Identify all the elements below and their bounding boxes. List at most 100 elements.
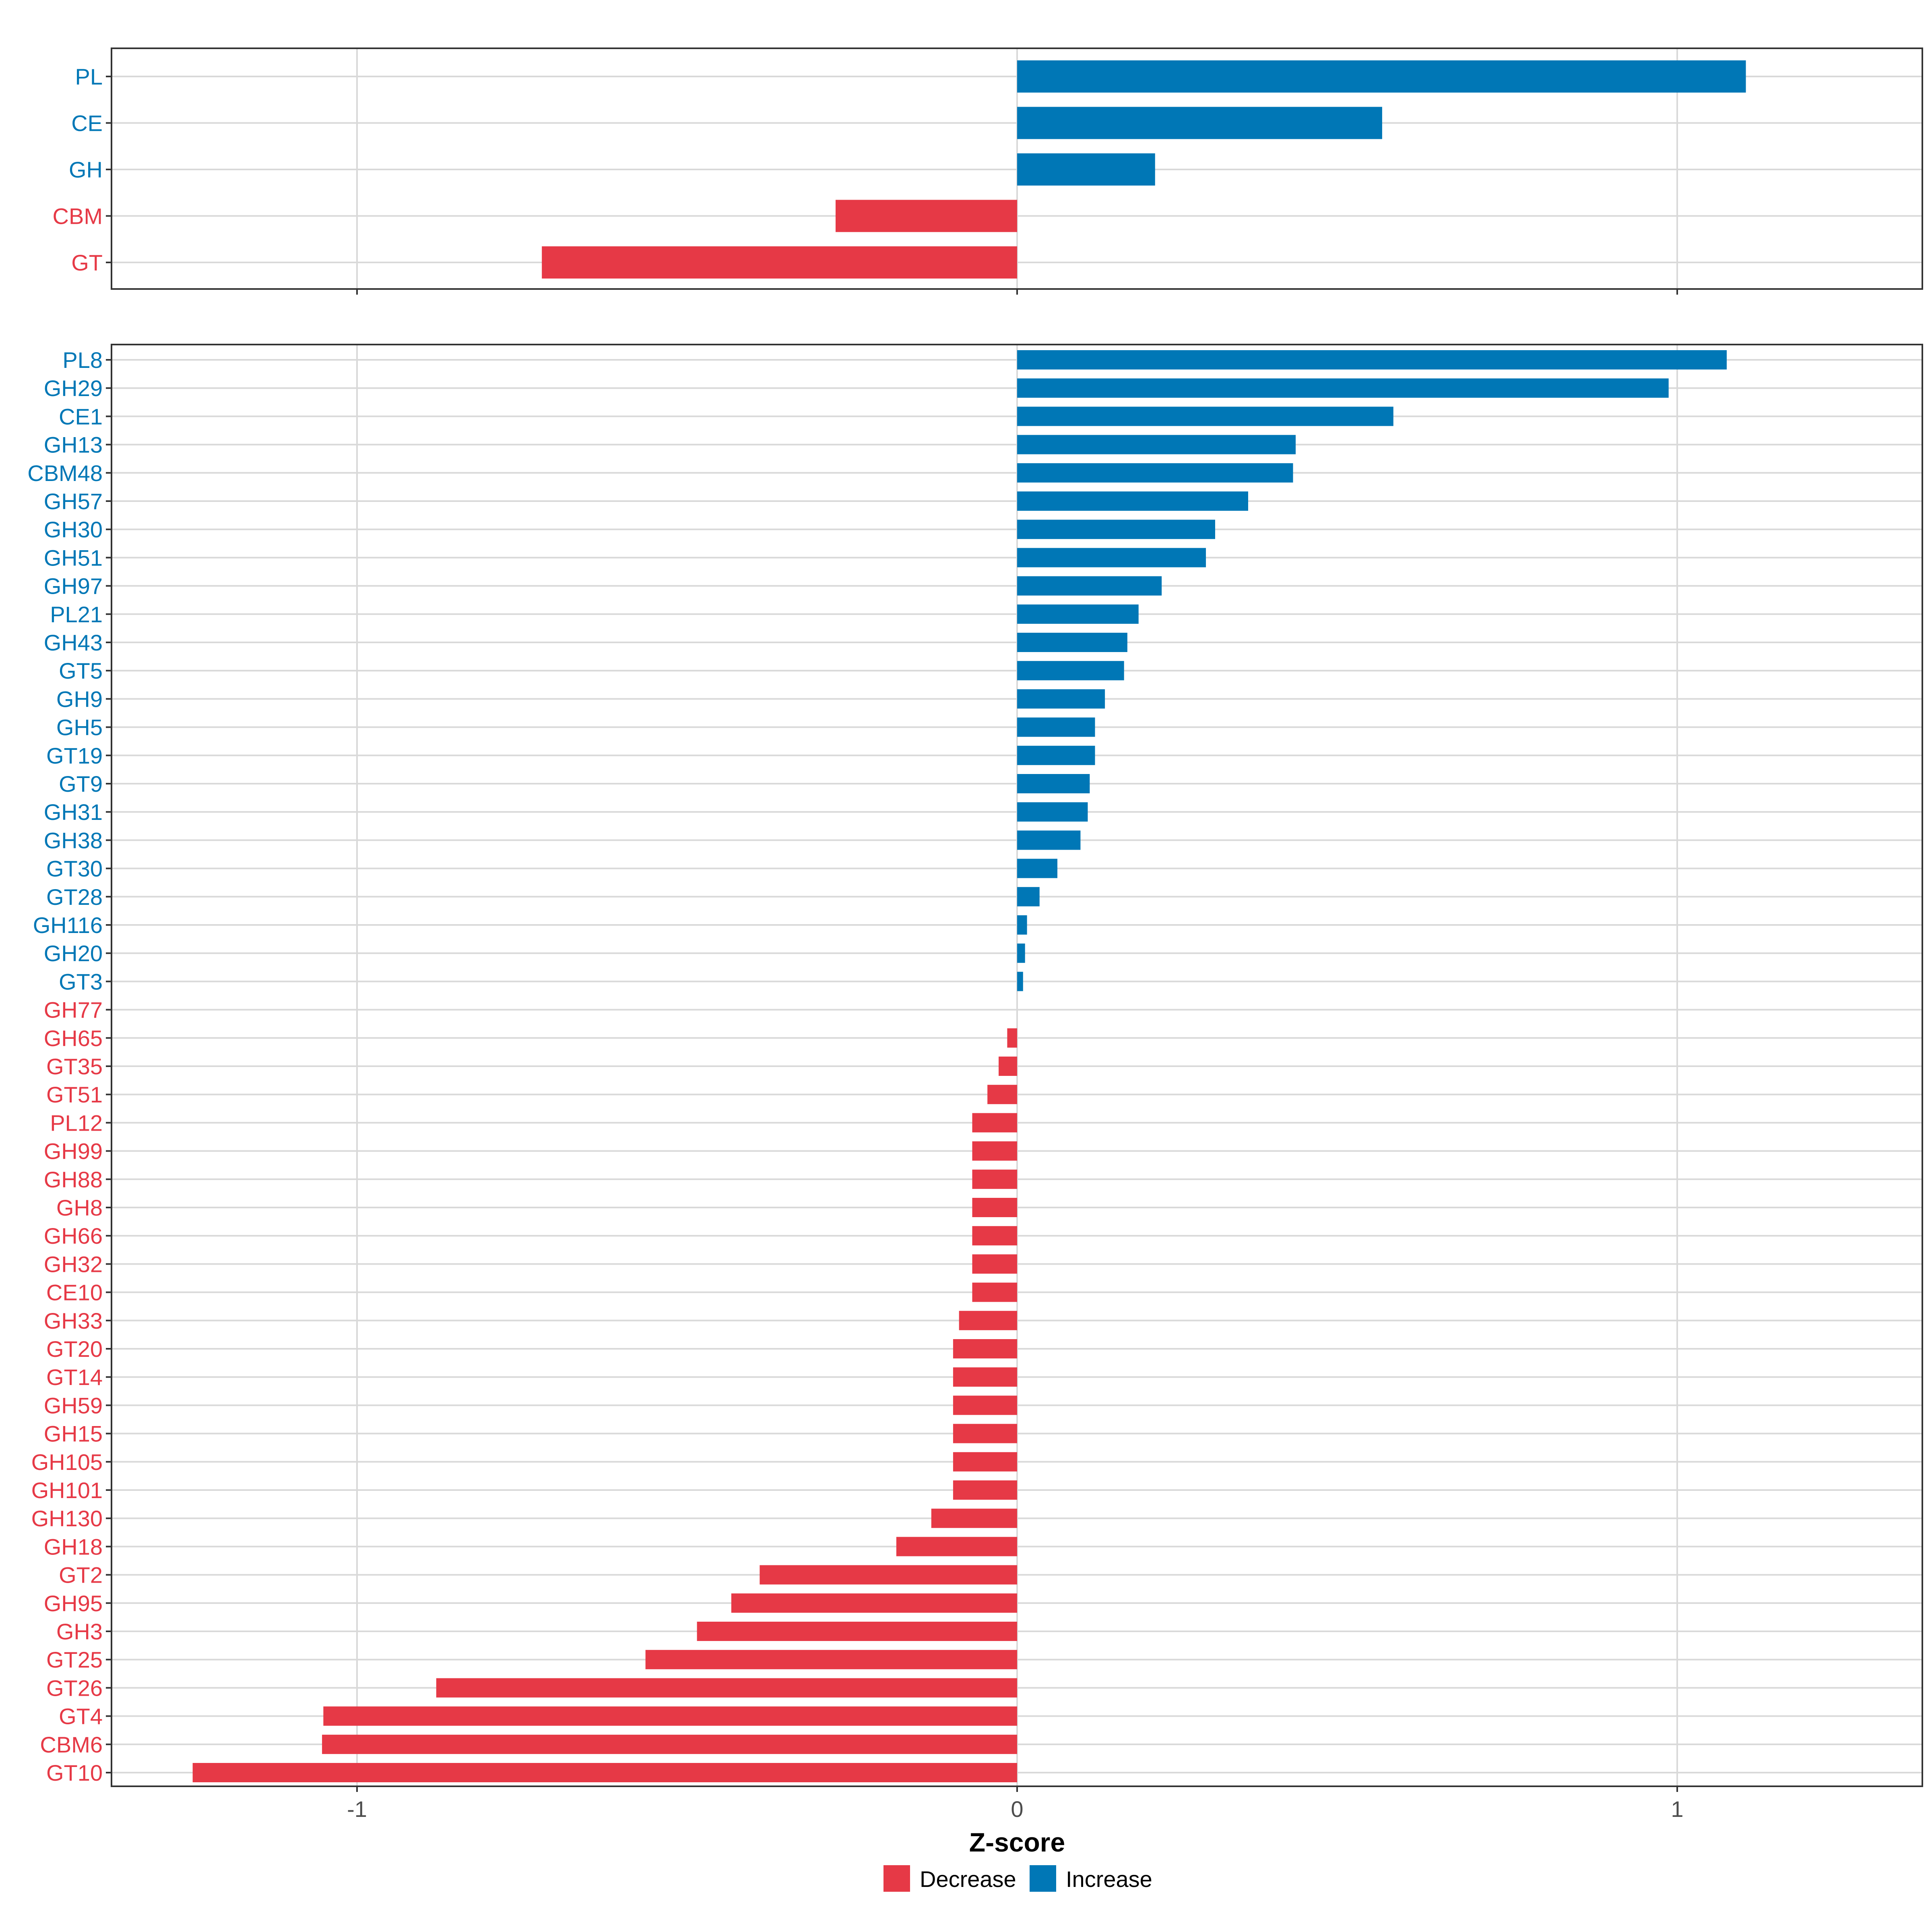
bottom-ytick-label-gh43: GH43	[44, 630, 103, 655]
bottom-bar-gh5	[1017, 717, 1095, 737]
bottom-ytick-label-ce1: CE1	[59, 404, 103, 429]
bottom-bar-gh18	[896, 1537, 1017, 1556]
bottom-bar-gh33	[959, 1311, 1017, 1330]
bottom-bar-gh97	[1017, 576, 1162, 596]
bottom-bar-gh130	[931, 1509, 1017, 1528]
bottom-bar-pl21	[1017, 604, 1139, 624]
bottom-ytick-label-gh5: GH5	[56, 715, 103, 740]
bottom-ytick-label-gh51: GH51	[44, 545, 103, 570]
bottom-ytick-label-gh57: GH57	[44, 489, 103, 514]
bottom-bar-gt14	[953, 1367, 1017, 1387]
bottom-bar-gh65	[1007, 1028, 1017, 1048]
bottom-ytick-label-gh31: GH31	[44, 799, 103, 825]
x-axis-title: Z-score	[969, 1827, 1065, 1857]
bottom-bar-gt4	[323, 1706, 1017, 1726]
top-bar-gh	[1017, 153, 1155, 186]
bottom-bar-gh8	[972, 1198, 1017, 1217]
bottom-bar-gt51	[987, 1085, 1017, 1104]
bottom-ytick-label-gh66: GH66	[44, 1223, 103, 1249]
bottom-ytick-label-gt3: GT3	[59, 969, 103, 994]
bottom-ytick-label-gt2: GT2	[59, 1563, 103, 1588]
bottom-ytick-label-gt35: GT35	[46, 1054, 103, 1079]
legend-label-decrease: Decrease	[920, 1866, 1016, 1892]
bottom-ytick-label-gh33: GH33	[44, 1308, 103, 1333]
bottom-bar-gh95	[731, 1593, 1017, 1613]
bottom-ytick-label-gt26: GT26	[46, 1675, 103, 1701]
bottom-ytick-label-gh105: GH105	[31, 1449, 103, 1475]
bottom-ytick-label-gh130: GH130	[31, 1506, 103, 1531]
bottom-ytick-label-gh8: GH8	[56, 1195, 103, 1220]
bottom-ytick-label-gh9: GH9	[56, 686, 103, 712]
bottom-bar-gt28	[1017, 887, 1040, 906]
top-ytick-label-cbm: CBM	[53, 204, 103, 229]
bottom-bar-cbm6	[322, 1734, 1017, 1754]
bottom-ytick-label-gh13: GH13	[44, 432, 103, 458]
legend-swatch-increase	[1030, 1865, 1056, 1892]
bottom-ytick-label-gt14: GT14	[46, 1364, 103, 1390]
top-bar-ce	[1017, 107, 1382, 139]
bottom-bar-gh51	[1017, 548, 1206, 568]
bottom-ytick-label-gh30: GH30	[44, 517, 103, 542]
bottom-bar-gt9	[1017, 774, 1090, 793]
bottom-bar-gt19	[1017, 745, 1095, 765]
bottom-bar-gh32	[972, 1254, 1017, 1274]
bottom-ytick-label-gt5: GT5	[59, 658, 103, 683]
top-ytick-label-gt: GT	[71, 250, 103, 275]
bottom-bar-gh88	[972, 1169, 1017, 1189]
bottom-bar-gh101	[953, 1480, 1017, 1500]
bottom-ytick-label-gt9: GT9	[59, 771, 103, 797]
bottom-ytick-label-gt10: GT10	[46, 1760, 103, 1785]
bottom-ytick-label-gh29: GH29	[44, 376, 103, 401]
bottom-ytick-label-gt28: GT28	[46, 884, 103, 910]
bottom-xtick-label-2: 1	[1671, 1796, 1683, 1822]
bottom-bar-gh3	[697, 1622, 1017, 1641]
bottom-bar-pl8	[1017, 350, 1727, 369]
bottom-ytick-label-gh65: GH65	[44, 1026, 103, 1051]
bottom-ytick-label-gh77: GH77	[44, 997, 103, 1023]
bottom-ytick-label-pl8: PL8	[62, 347, 103, 373]
bottom-bar-gh15	[953, 1424, 1017, 1443]
bottom-ytick-label-gt51: GT51	[46, 1082, 103, 1107]
bottom-bar-gt30	[1017, 859, 1058, 878]
bottom-ytick-label-gh18: GH18	[44, 1534, 103, 1559]
bottom-bar-gh57	[1017, 491, 1248, 511]
bottom-ytick-label-pl12: PL12	[50, 1110, 103, 1135]
bottom-ytick-label-gt19: GT19	[46, 743, 103, 768]
bottom-bar-gh31	[1017, 802, 1088, 822]
bottom-xtick-label-1: 0	[1011, 1796, 1023, 1822]
bottom-ytick-label-gt20: GT20	[46, 1336, 103, 1362]
bottom-ytick-label-gt25: GT25	[46, 1647, 103, 1672]
bottom-ytick-label-gh59: GH59	[44, 1393, 103, 1418]
legend-label-increase: Increase	[1066, 1866, 1152, 1892]
bottom-ytick-label-ce10: CE10	[46, 1280, 103, 1305]
bottom-ytick-label-gh15: GH15	[44, 1421, 103, 1447]
bottom-bar-gt10	[192, 1763, 1017, 1782]
top-ytick-label-pl: PL	[75, 64, 103, 89]
top-panel: PL CE GH CBM GT	[53, 47, 1923, 295]
bottom-bar-pl12	[972, 1113, 1017, 1133]
bottom-bar-gt2	[760, 1565, 1017, 1585]
bottom-ytick-label-gh101: GH101	[31, 1478, 103, 1503]
bottom-bar-gh38	[1017, 830, 1081, 850]
top-ytick-label-gh: GH	[69, 157, 103, 182]
bottom-bar-gh20	[1017, 943, 1025, 963]
bottom-xtick-label-0: -1	[347, 1796, 367, 1822]
bottom-bar-gt3	[1017, 972, 1023, 991]
bottom-bar-cbm48	[1017, 463, 1293, 483]
bottom-ytick-label-gh38: GH38	[44, 828, 103, 853]
bottom-bar-gt26	[436, 1678, 1017, 1698]
bottom-panel: PL8GH29CE1GH13CBM48GH57GH30GH51GH97PL21G…	[27, 344, 1923, 1822]
bottom-bar-gt25	[645, 1650, 1017, 1670]
bottom-ytick-label-cbm6: CBM6	[40, 1732, 103, 1757]
top-bar-cbm	[836, 200, 1017, 232]
bottom-ytick-label-gh95: GH95	[44, 1591, 103, 1616]
bottom-bar-gh13	[1017, 435, 1296, 454]
bottom-ytick-label-gt4: GT4	[59, 1704, 103, 1729]
legend-swatch-decrease	[883, 1865, 910, 1892]
bottom-ytick-label-gh116: GH116	[33, 912, 103, 938]
top-ytick-label-ce: CE	[71, 111, 103, 136]
bottom-bar-ce1	[1017, 407, 1393, 426]
bottom-bar-gh43	[1017, 633, 1127, 652]
bottom-bar-gh116	[1017, 915, 1027, 935]
